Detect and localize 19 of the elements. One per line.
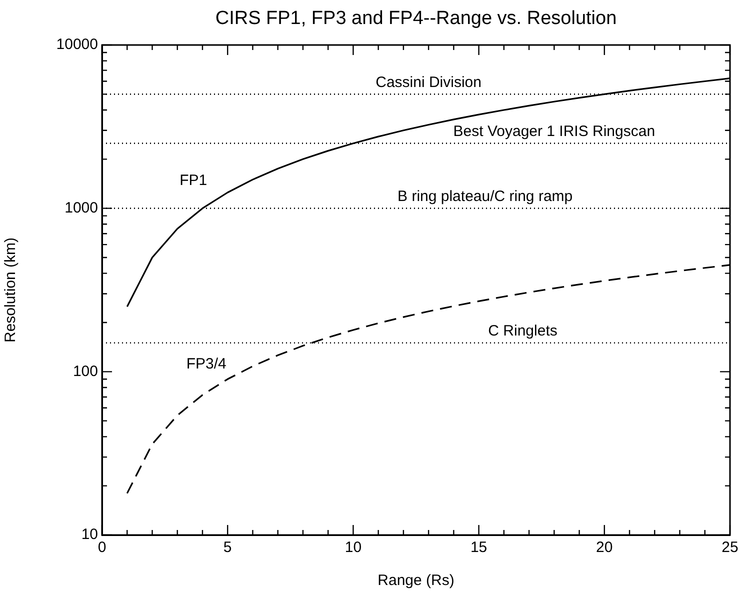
x-tick-label: 15 <box>470 539 488 556</box>
chart-title: CIRS FP1, FP3 and FP4--Range vs. Resolution <box>215 8 617 30</box>
x-tick-label: 25 <box>722 539 738 556</box>
x-tick-label: 5 <box>223 539 232 556</box>
ref-line-label: B ring plateau/C ring ramp <box>398 188 573 205</box>
x-tick-label: 10 <box>344 539 362 556</box>
ref-line-label: C Ringlets <box>488 322 558 340</box>
x-tick-label: 0 <box>98 539 106 556</box>
series-label: FP3/4 <box>186 356 226 373</box>
ref-line-label: Cassini Division <box>376 74 482 91</box>
y-tick-label: 10000 <box>56 36 98 54</box>
y-axis-title: Resolution (km) <box>2 237 20 343</box>
x-tick-label: 20 <box>596 539 613 556</box>
y-tick-label: 1000 <box>64 199 98 216</box>
series-label: FP1 <box>180 172 208 189</box>
ref-line-label: Best Voyager 1 IRIS Ringscan <box>453 122 656 140</box>
y-tick-label: 10 <box>81 526 98 544</box>
y-tick-label: 100 <box>72 362 98 380</box>
x-axis-title: Range (Rs) <box>378 572 454 590</box>
